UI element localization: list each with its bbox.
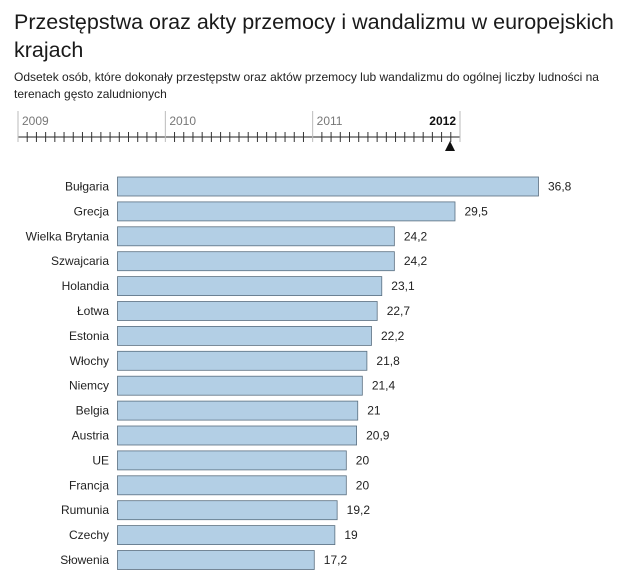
bar[interactable] — [117, 450, 347, 471]
value-label: 20 — [356, 453, 370, 467]
category-label: Czechy — [69, 528, 109, 542]
category-label: Bułgaria — [65, 180, 109, 194]
category-label: Francja — [69, 478, 109, 492]
bar[interactable] — [117, 525, 336, 546]
category-label: Niemcy — [69, 379, 109, 393]
value-label: 24,2 — [404, 229, 428, 243]
timeline-year-2012[interactable]: 2012 — [429, 114, 456, 128]
bar[interactable] — [117, 301, 378, 321]
chart-subtitle: Odsetek osób, które dokonały przestępstw… — [14, 70, 599, 101]
category-label: Rumunia — [61, 503, 109, 517]
value-label: 19 — [344, 528, 358, 542]
value-label: 29,5 — [464, 204, 488, 218]
year-timeline[interactable]: 2009 2010 2011 2012 — [0, 108, 643, 160]
value-label: 21,8 — [376, 354, 400, 368]
timeline-year-2011[interactable]: 2011 — [317, 114, 343, 128]
category-label: Grecja — [74, 204, 110, 218]
value-label: 22,2 — [381, 329, 405, 343]
category-label: Włochy — [70, 354, 109, 368]
bar-chart: Bułgaria 36,8 Grecja 29,5 Wielka Brytania 24,… — [26, 176, 572, 570]
value-label: 17,2 — [324, 553, 348, 567]
category-label: Szwajcaria — [51, 254, 109, 268]
category-label: Słowenia — [60, 553, 109, 567]
value-label: 21,4 — [372, 379, 396, 393]
value-label: 20,9 — [366, 429, 390, 443]
category-label: Belgia — [76, 404, 110, 418]
bar[interactable] — [117, 201, 456, 222]
bar[interactable] — [117, 276, 383, 296]
bar[interactable] — [117, 251, 395, 272]
timeline-year-2010[interactable]: 2010 — [169, 114, 196, 128]
value-label: 36,8 — [548, 180, 572, 194]
bar[interactable] — [117, 226, 395, 247]
value-label: 21 — [367, 404, 381, 418]
value-label: 20 — [356, 478, 370, 492]
category-label: Holandia — [62, 279, 110, 293]
bar[interactable] — [117, 550, 315, 570]
chart-title: Przestępstwa oraz akty przemocy i wandal… — [14, 10, 614, 62]
category-label: Austria — [72, 429, 110, 443]
timeline-year-2009[interactable]: 2009 — [22, 114, 49, 128]
category-label: Wielka Brytania — [26, 229, 110, 243]
value-label: 22,7 — [387, 304, 411, 318]
bar[interactable] — [117, 350, 368, 371]
bar[interactable] — [117, 375, 363, 396]
bar[interactable] — [117, 400, 359, 421]
category-label: Estonia — [69, 329, 109, 343]
bar[interactable] — [117, 325, 372, 346]
bar[interactable] — [117, 176, 539, 197]
category-label: Łotwa — [77, 304, 109, 318]
value-label: 23,1 — [391, 279, 415, 293]
value-label: 19,2 — [347, 503, 371, 517]
bar[interactable] — [117, 425, 358, 446]
timeline-slider-handle[interactable] — [445, 141, 455, 151]
bar[interactable] — [117, 500, 338, 521]
value-label: 24,2 — [404, 254, 428, 268]
bar[interactable] — [117, 475, 347, 496]
category-label: UE — [92, 453, 109, 467]
